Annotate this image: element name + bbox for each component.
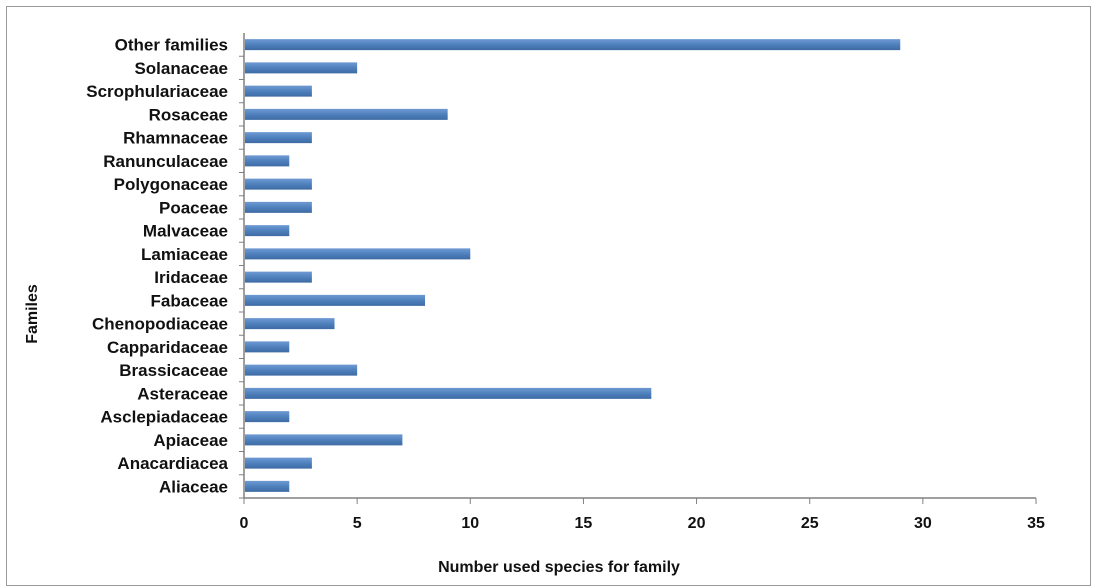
bar-chenopodiaceae xyxy=(245,318,335,330)
bar-anacardiacea xyxy=(245,457,312,469)
category-label: Iridaceae xyxy=(154,268,228,287)
bar-chart: Aliaceae Anacardiacea Apiaceae Asclepiadace… xyxy=(24,33,1045,576)
category-label: Anacardiacea xyxy=(117,454,228,473)
bar-poaceae xyxy=(245,201,312,213)
bar-ranunculaceae xyxy=(245,155,290,167)
bar-solanaceae xyxy=(245,62,358,74)
bar-malvaceae xyxy=(245,225,290,237)
category-label: Poaceae xyxy=(159,198,228,217)
y-axis-title: Familes xyxy=(24,284,41,344)
category-label: Lamiaceae xyxy=(141,245,228,264)
bar-fabaceae xyxy=(245,294,426,306)
category-label: Apiaceae xyxy=(153,431,228,450)
category-label: Aliaceae xyxy=(159,477,228,496)
x-tick-label: 10 xyxy=(461,515,479,532)
x-tick-label: 5 xyxy=(353,515,362,532)
bar-brassicaceae xyxy=(245,364,358,376)
category-label: Brassicaceae xyxy=(119,361,228,380)
bar-apiaceae xyxy=(245,434,403,446)
bar-asteraceae xyxy=(245,387,652,399)
category-labels-group: Aliaceae Anacardiacea Apiaceae Asclepiadace… xyxy=(86,36,228,497)
bar-scrophulariaceae xyxy=(245,85,312,97)
x-tick-label: 0 xyxy=(240,515,249,532)
bar-rosaceae xyxy=(245,108,448,120)
x-axis-title: Number used species for family xyxy=(438,559,680,576)
bar-iridaceae xyxy=(245,271,312,283)
category-label: Malvaceae xyxy=(143,222,228,241)
x-tick-label: 15 xyxy=(575,515,593,532)
category-label: Asteraceae xyxy=(137,384,228,403)
category-label: Fabaceae xyxy=(151,291,229,310)
category-label: Polygonaceae xyxy=(114,175,228,194)
bar-other-families xyxy=(245,39,901,51)
category-label: Other families xyxy=(115,36,228,55)
category-label: Asclepiadaceae xyxy=(100,408,228,427)
category-label: Rosaceae xyxy=(149,105,228,124)
x-tick-label: 25 xyxy=(801,515,819,532)
category-label: Scrophulariaceae xyxy=(86,82,228,101)
x-ticks-group: 0 5 10 15 20 25 30 35 xyxy=(240,498,1045,532)
chart-frame: Aliaceae Anacardiacea Apiaceae Asclepiadace… xyxy=(6,6,1091,586)
bar-rhamnaceae xyxy=(245,132,312,144)
bar-polygonaceae xyxy=(245,178,312,190)
category-label: Ranunculaceae xyxy=(103,152,228,171)
bar-capparidaceae xyxy=(245,341,290,353)
bar-lamiaceae xyxy=(245,248,471,260)
x-tick-label: 20 xyxy=(688,515,706,532)
category-label: Solanaceae xyxy=(134,59,228,78)
bars-group xyxy=(239,39,901,499)
bar-asclepiadaceae xyxy=(245,411,290,423)
category-label: Chenopodiaceae xyxy=(92,315,228,334)
category-label: Capparidaceae xyxy=(107,338,228,357)
x-tick-label: 35 xyxy=(1027,515,1045,532)
category-label: Rhamnaceae xyxy=(123,129,228,148)
bar-aliaceae xyxy=(245,480,290,492)
x-tick-label: 30 xyxy=(914,515,932,532)
